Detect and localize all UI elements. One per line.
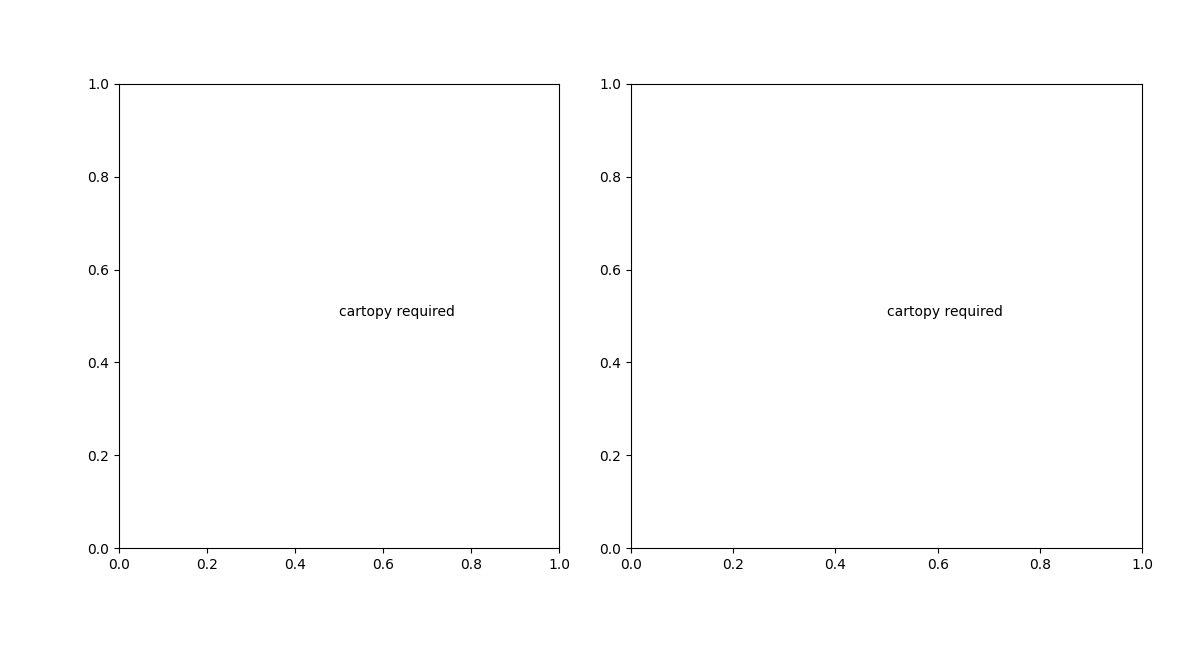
Text: cartopy required: cartopy required [887,305,1002,319]
Text: cartopy required: cartopy required [339,305,455,319]
